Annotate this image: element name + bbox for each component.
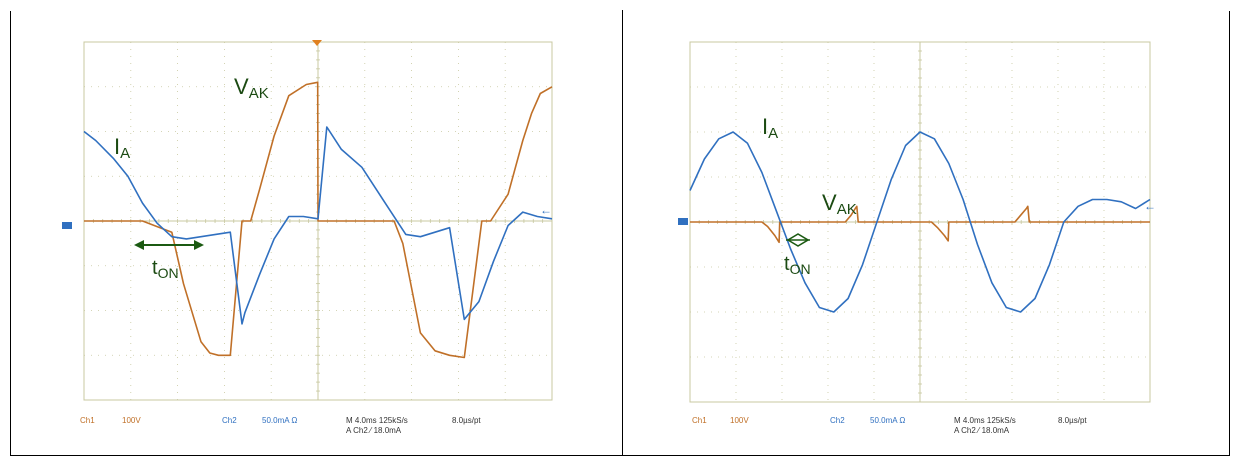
- traces-right: [689, 131, 1151, 313]
- scope-left-svg: ← VAK IA tON Ch1 100V Ch2 50.0mA Ω M 4.0…: [62, 40, 553, 435]
- panel-divider: [622, 10, 623, 456]
- ch1-scale: 100V: [122, 416, 141, 425]
- ton-arrow-right-head: [194, 240, 204, 250]
- ch2-scale: 50.0mA Ω: [870, 416, 905, 425]
- trace-v-ak: [690, 205, 1150, 244]
- ia-label: IA: [762, 114, 778, 142]
- ch2-label: Ch2: [222, 416, 237, 425]
- trigger-position-marker: [312, 40, 322, 46]
- points-label: 8.0µs/pt: [452, 416, 481, 425]
- channel-marker: [678, 218, 688, 225]
- ton-label: tON: [152, 257, 179, 281]
- ch2-label: Ch2: [830, 416, 845, 425]
- points-label: 8.0µs/pt: [1058, 416, 1087, 425]
- traces-left: [83, 81, 553, 359]
- footer-left: Ch1 100V Ch2 50.0mA Ω M 4.0ms 125kS/s 8.…: [80, 416, 481, 435]
- ch2-scale: 50.0mA Ω: [262, 416, 297, 425]
- trigger-level-marker: ←: [540, 203, 552, 217]
- trace-i-a: [689, 131, 1151, 313]
- timebase-label: M 4.0ms 125kS/s: [346, 416, 408, 425]
- trigger-label: A Ch2 ⁄ 18.0mA: [346, 426, 402, 435]
- trace-i-a: [83, 126, 553, 325]
- vak-label: VAK: [234, 74, 269, 102]
- vak-label: VAK: [822, 190, 857, 218]
- ton-label: tON: [784, 253, 811, 277]
- trace-v-ak: [84, 81, 553, 359]
- ch1-label: Ch1: [80, 416, 95, 425]
- timebase-label: M 4.0ms 125kS/s: [954, 416, 1016, 425]
- ch1-scale: 100V: [730, 416, 749, 425]
- scope-right-svg: ← IA VAK tON Ch1 100V Ch2 50.0mA Ω M 4.0…: [678, 41, 1156, 435]
- scope-panel-left: ← VAK IA tON Ch1 100V Ch2 50.0mA Ω M 4.0…: [62, 32, 582, 442]
- footer-right: Ch1 100V Ch2 50.0mA Ω M 4.0ms 125kS/s 8.…: [692, 416, 1087, 435]
- trigger-label: A Ch2 ⁄ 18.0mA: [954, 426, 1010, 435]
- ch1-label: Ch1: [692, 416, 707, 425]
- markers-right: ←: [678, 199, 1156, 225]
- annotations-left: VAK IA tON: [114, 74, 269, 281]
- scope-panel-right: ← IA VAK tON Ch1 100V Ch2 50.0mA Ω M 4.0…: [678, 32, 1198, 442]
- channel-marker: [62, 222, 72, 229]
- top-strip: [10, 0, 1230, 11]
- ia-label: IA: [114, 134, 130, 162]
- markers-left: ←: [62, 40, 552, 229]
- trigger-level-marker: ←: [1144, 199, 1156, 213]
- ton-arrow-left-head: [134, 240, 144, 250]
- annotations-right: IA VAK tON: [762, 114, 857, 277]
